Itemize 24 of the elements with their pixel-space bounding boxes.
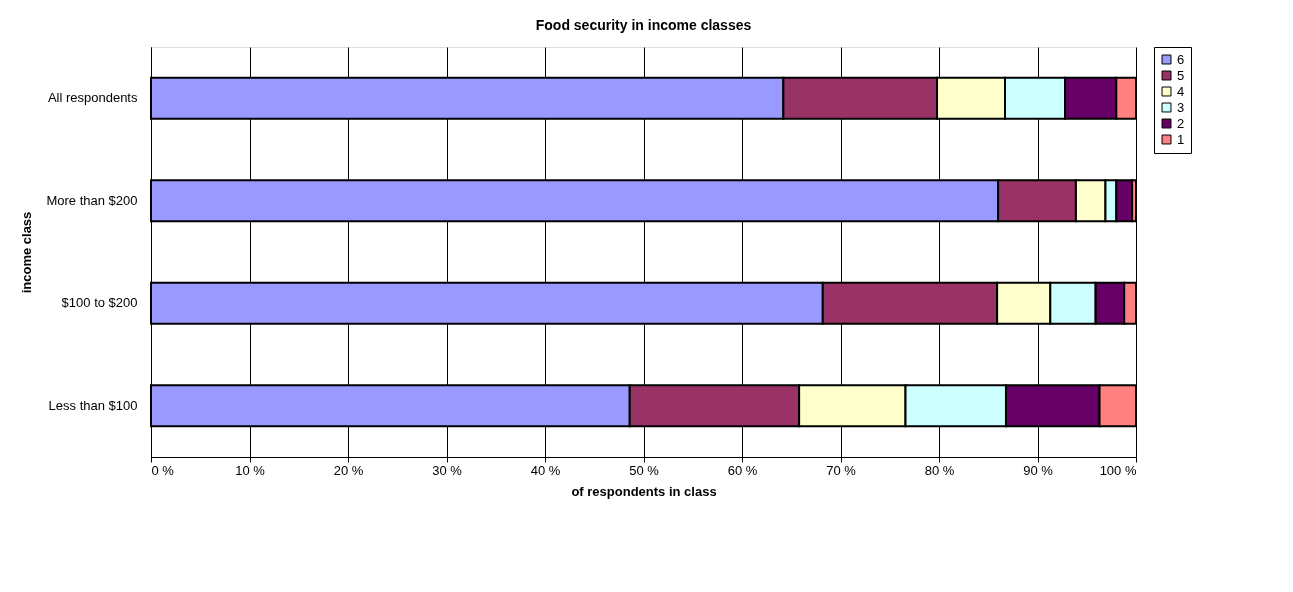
x-axis-title: of respondents in class: [571, 483, 717, 499]
legend-label: 1: [1177, 131, 1185, 147]
x-tick-label: 60 %: [727, 462, 758, 478]
legend-label: 2: [1177, 115, 1185, 131]
legend-label: 6: [1177, 51, 1185, 67]
x-tick-label: 10 %: [235, 462, 266, 478]
x-tick-label: 90 %: [1023, 462, 1054, 478]
x-tick-label: 0 %: [151, 462, 175, 478]
x-tick-label: 40 %: [530, 462, 561, 478]
y-axis-title: income class: [19, 211, 35, 294]
legend-label: 4: [1177, 83, 1185, 99]
y-tick-label: More than $200: [46, 192, 138, 208]
y-tick-label: Less than $100: [48, 397, 138, 413]
legend-label: 3: [1177, 99, 1185, 115]
x-tick-label: 70 %: [826, 462, 857, 478]
x-tick-label: 80 %: [924, 462, 955, 478]
legend-label: 5: [1177, 67, 1185, 83]
x-tick-label: 30 %: [432, 462, 463, 478]
x-tick-label: 50 %: [629, 462, 660, 478]
x-tick-label: 20 %: [333, 462, 364, 478]
y-tick-label: All respondents: [47, 90, 138, 106]
y-tick-label: $100 to $200: [61, 295, 138, 311]
x-tick-label: 100 %: [1099, 462, 1137, 478]
chart-title: Food security in income classes: [535, 16, 752, 33]
